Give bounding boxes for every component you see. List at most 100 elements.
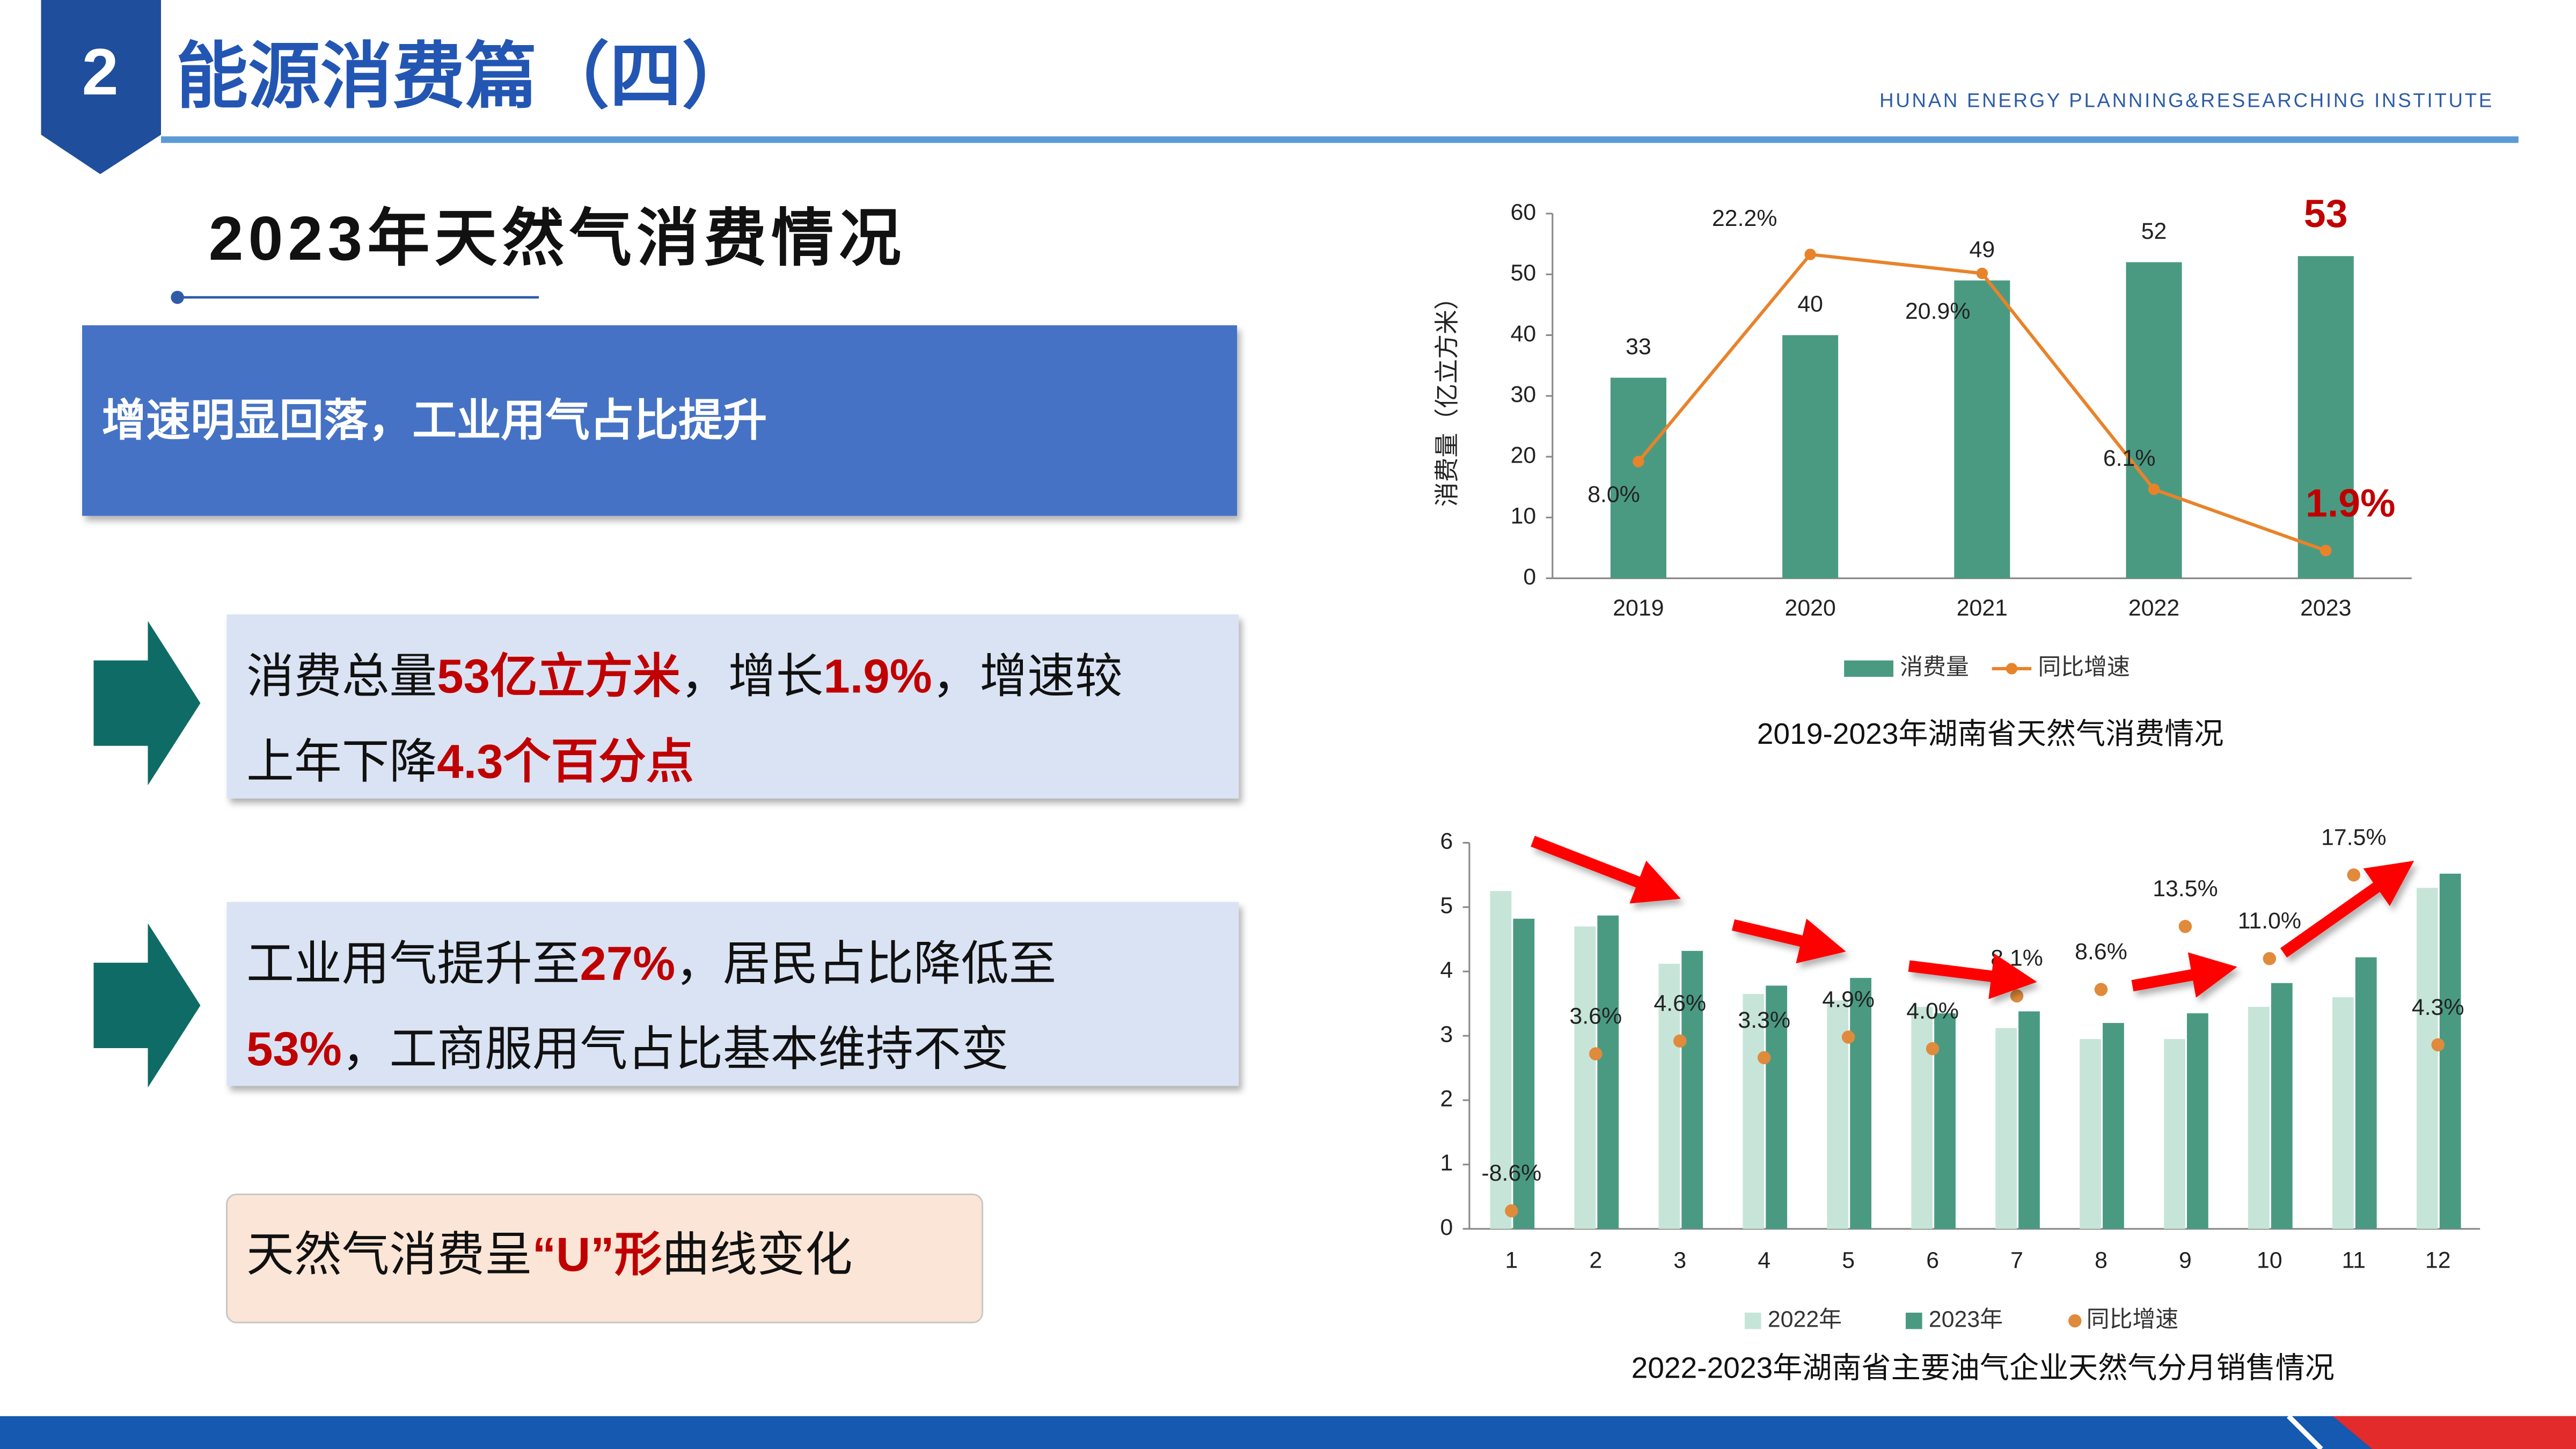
highlight-text: 53亿立方米 (437, 650, 680, 703)
data-label: 8.0% (1587, 482, 1640, 508)
y-tick-label: 50 (1511, 260, 1536, 286)
institute-name: HUNAN ENERGY PLANNING&RESEARCHING INSTIT… (1879, 89, 2494, 111)
bar (1490, 891, 1512, 1229)
consumption-chart: 0 10 20 30 40 50 60 2019 2020 2021 2022 2023 消费量（亿立方… (1433, 191, 2412, 750)
highlight-text: “U”形 (532, 1228, 662, 1281)
bar (2103, 1023, 2124, 1229)
x-tick-label: 11 (2342, 1247, 2366, 1273)
y-tick-label: 30 (1511, 382, 1536, 407)
x-tick-label: 7 (2010, 1247, 2023, 1273)
bar (2439, 873, 2461, 1229)
highlight-text: 27% (580, 938, 676, 991)
trend-arrow (1531, 836, 1681, 904)
data-label: 40 (1797, 291, 1823, 317)
y-tick-label: 6 (1440, 829, 1453, 854)
header-badge (41, 0, 161, 174)
footer-accent (2332, 1416, 2576, 1449)
data-label: 33 (1626, 334, 1651, 360)
bar (1766, 985, 1788, 1229)
point (2094, 983, 2108, 997)
data-label: 22.2% (1712, 206, 1777, 231)
bar (2080, 1039, 2101, 1229)
point-box (225, 1193, 984, 1323)
x-tick-label: 9 (2179, 1247, 2192, 1273)
x-tick-label: 6 (1926, 1247, 1939, 1273)
footer-stripe (2287, 1414, 2323, 1449)
bar (1513, 918, 1535, 1229)
point (2347, 868, 2361, 882)
bar (2271, 983, 2293, 1229)
point (1589, 1047, 1602, 1060)
page-title: 能源消费篇（四） (176, 36, 755, 117)
bar (1574, 926, 1596, 1229)
footer-band (0, 1416, 2576, 1449)
bar (1610, 377, 1666, 579)
point-text: ，增速较 (932, 650, 1123, 703)
point-text: ，增长 (680, 650, 823, 703)
bar (1782, 335, 1839, 579)
underline-dot (171, 290, 184, 304)
point-box (226, 614, 1239, 799)
data-label: 3.3% (1738, 1007, 1790, 1033)
legend-swatch (1844, 660, 1894, 677)
point-line: 53%，工商服用气占比基本维持不变 (246, 1023, 1008, 1076)
x-tick-label: 2022 (2128, 595, 2179, 621)
x-tick-label: 2023 (2300, 595, 2351, 621)
y-tick-label: 4 (1440, 957, 1453, 983)
highlight-text: 53% (246, 1023, 342, 1076)
trend-arrow (1908, 953, 2037, 999)
bullet-arrow (93, 923, 201, 1088)
trend-arrow (1732, 918, 1846, 964)
y-tick-label: 3 (1440, 1021, 1453, 1047)
point-text: 工业用气提升至 (246, 938, 580, 991)
bar (1743, 994, 1765, 1229)
bar (2018, 1011, 2040, 1229)
legend-label: 同比增速 (2087, 1307, 2178, 1333)
point (1505, 1204, 1518, 1218)
legend-swatch (2006, 663, 2018, 675)
data-label: 17.5% (2321, 824, 2386, 850)
legend-label: 消费量 (1900, 654, 1969, 680)
bar (1597, 915, 1619, 1229)
banner-text: 增速明显回落，工业用气占比提升 (102, 396, 767, 445)
bar (2355, 957, 2377, 1229)
point-text: 消费总量 (246, 650, 437, 703)
x-tick-label: 4 (1758, 1247, 1770, 1273)
bar (2248, 1007, 2270, 1229)
point (1633, 456, 1644, 467)
data-label: -8.6% (1481, 1160, 1541, 1186)
point (1976, 267, 1988, 280)
point-line: 消费总量53亿立方米，增长1.9%，增速较 (246, 650, 1123, 703)
data-label: 8.6% (2075, 939, 2127, 965)
bar (2297, 256, 2354, 579)
bar (2332, 997, 2354, 1229)
bar (1681, 950, 1703, 1229)
point (1673, 1034, 1687, 1048)
chart-title: 2019-2023年湖南省天然气消费情况 (1757, 717, 2224, 750)
y-tick-label: 0 (1440, 1214, 1453, 1240)
bar (1995, 1028, 2017, 1229)
x-tick-label: 8 (2095, 1247, 2107, 1273)
data-label: 6.1% (2103, 445, 2156, 471)
data-label: 1.9% (2306, 481, 2395, 525)
x-tick-label: 2019 (1613, 595, 1664, 621)
y-tick-label: 2 (1440, 1086, 1453, 1111)
x-tick-label: 3 (1673, 1247, 1686, 1273)
y-tick-label: 60 (1511, 199, 1536, 225)
legend-swatch (1906, 1312, 1922, 1329)
legend-label: 2023年 (1929, 1307, 2003, 1333)
data-label: 53 (2304, 191, 2348, 236)
point (2010, 989, 2024, 1003)
y-axis-label: 消费量（亿立方米） (1433, 285, 1461, 507)
legend-swatch (1745, 1312, 1761, 1329)
bar (1658, 963, 1680, 1229)
y-tick-label: 1 (1440, 1150, 1453, 1176)
data-label: 3.6% (1570, 1004, 1622, 1029)
x-tick-label: 2021 (1957, 595, 2008, 621)
header-rule (161, 136, 2519, 143)
data-label: 8.1% (1990, 946, 2043, 971)
x-tick-label: 1 (1505, 1247, 1518, 1273)
highlight-text: 4.3个百分点 (437, 735, 693, 788)
data-label: 11.0% (2238, 908, 2301, 934)
